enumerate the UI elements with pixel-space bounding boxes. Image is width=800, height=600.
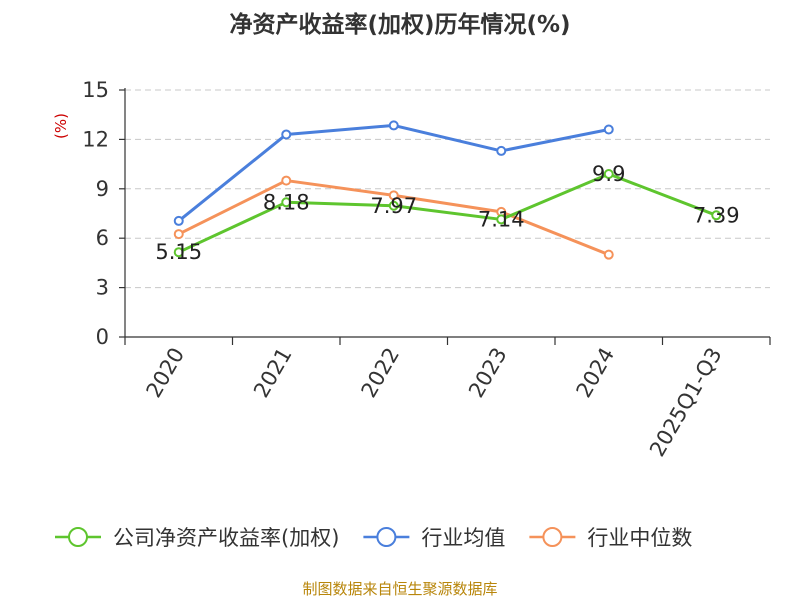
x-tick-label: 2022 xyxy=(357,344,405,402)
y-axis-unit: (%) xyxy=(52,113,70,139)
data-label: 7.39 xyxy=(693,203,740,227)
series-lines xyxy=(173,120,722,260)
x-tick-label: 2021 xyxy=(249,344,297,402)
data-point xyxy=(603,249,614,260)
y-tick-label: 9 xyxy=(96,177,109,201)
data-label: 9.9 xyxy=(592,162,625,186)
data-point xyxy=(603,124,614,135)
data-point xyxy=(496,145,507,156)
data-point xyxy=(603,168,614,179)
y-tick-label: 6 xyxy=(96,226,109,250)
data-label: 7.97 xyxy=(370,194,417,218)
data-point xyxy=(388,120,399,131)
x-tick-label: 2020 xyxy=(142,344,190,402)
data-point xyxy=(388,190,399,201)
legend-marker xyxy=(542,527,563,547)
data-point xyxy=(173,247,184,258)
x-tick-label: 2023 xyxy=(464,344,512,402)
x-tick-labels: 2020 2021 2022 2023 2024 2025Q1-Q3 xyxy=(142,344,727,461)
y-tick-labels: 0 3 6 9 12 15 xyxy=(82,78,109,349)
data-label: 5.15 xyxy=(155,240,202,264)
legend-label: 公司净资产收益率(加权) xyxy=(113,526,339,550)
source-note: 制图数据来自恒生聚源数据库 xyxy=(302,580,497,598)
legend: 公司净资产收益率(加权) 行业均值 行业中位数 xyxy=(55,526,692,550)
y-tick-label: 15 xyxy=(82,78,109,102)
y-tick-label: 3 xyxy=(96,276,109,300)
y-tick-label: 0 xyxy=(96,325,109,349)
y-tick-label: 12 xyxy=(82,127,109,151)
data-point xyxy=(281,129,292,140)
axes xyxy=(124,88,771,345)
legend-label: 行业中位数 xyxy=(587,526,692,550)
data-point xyxy=(173,215,184,226)
data-label: 7.14 xyxy=(478,207,525,231)
data-point xyxy=(388,200,399,211)
data-point xyxy=(173,229,184,240)
legend-label: 行业均值 xyxy=(421,526,505,550)
x-tick-label: 2025Q1-Q3 xyxy=(645,344,727,461)
data-point xyxy=(281,197,292,208)
legend-marker xyxy=(376,527,397,547)
chart-title: 净资产收益率(加权)历年情况(%) xyxy=(229,11,570,38)
data-labels: 5.15 8.18 7.97 7.14 9.9 7.39 xyxy=(155,162,739,264)
legend-marker xyxy=(68,527,88,547)
series-line xyxy=(178,172,717,254)
x-tick-label: 2024 xyxy=(572,344,620,402)
data-point xyxy=(711,210,722,221)
data-label: 8.18 xyxy=(263,190,310,214)
data-point xyxy=(281,175,292,186)
data-point xyxy=(496,214,507,225)
